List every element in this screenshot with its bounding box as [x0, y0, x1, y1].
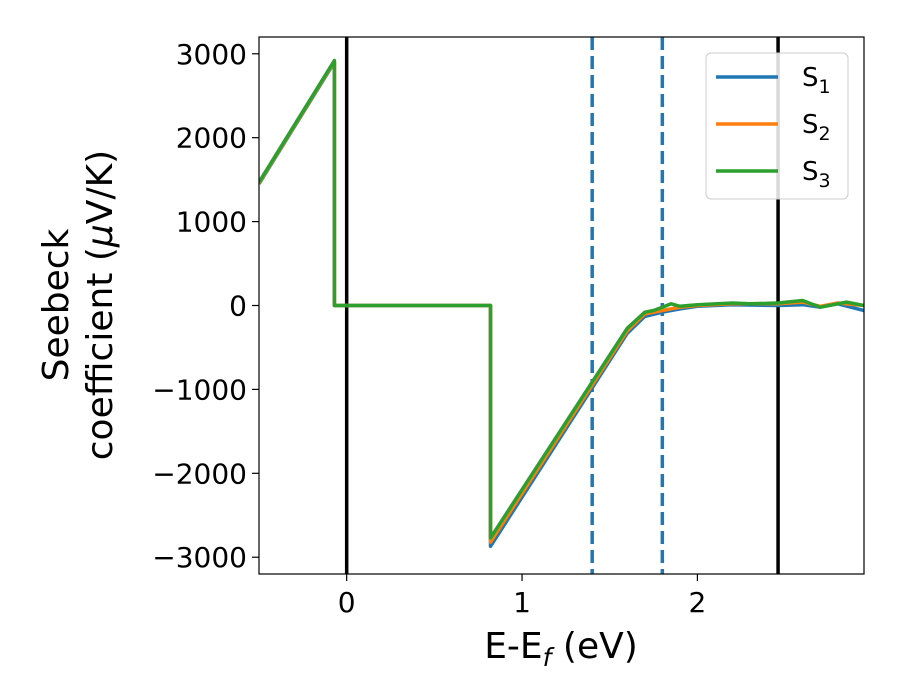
x-tick-label: 1	[513, 586, 531, 619]
y-tick-label: −1000	[152, 373, 247, 406]
y-tick-label: −2000	[152, 457, 247, 490]
y-tick-label: 0	[229, 290, 247, 323]
legend-box	[705, 52, 849, 200]
y-tick-label: 2000	[176, 122, 247, 155]
legend-label-s3: S3	[802, 157, 831, 192]
legend-label-s1: S1	[802, 63, 831, 98]
y-tick-label: 3000	[176, 38, 247, 71]
legend: S1 S2 S3	[705, 52, 849, 200]
y-tick-label: 1000	[176, 206, 247, 239]
series-line-s3	[259, 58, 864, 540]
series-layer	[259, 58, 864, 549]
x-tick-label: 2	[688, 586, 706, 619]
y-tick-label: −3000	[152, 541, 247, 574]
y-axis-label: Seebeck coefficient (μV/K)	[36, 150, 121, 460]
x-axis-label: E-Ef (eV)	[484, 626, 638, 672]
legend-label-s2: S2	[802, 110, 831, 145]
x-tick-label: 0	[338, 586, 356, 619]
y-axis-label-line1: Seebeck	[36, 228, 77, 381]
x-axis-ticks: 0 1 2	[338, 574, 706, 619]
y-axis-ticks: 3000 2000 1000 0 −1000 −2000 −3000	[152, 38, 259, 574]
y-axis-label-line2: coefficient (μV/K)	[80, 150, 121, 460]
